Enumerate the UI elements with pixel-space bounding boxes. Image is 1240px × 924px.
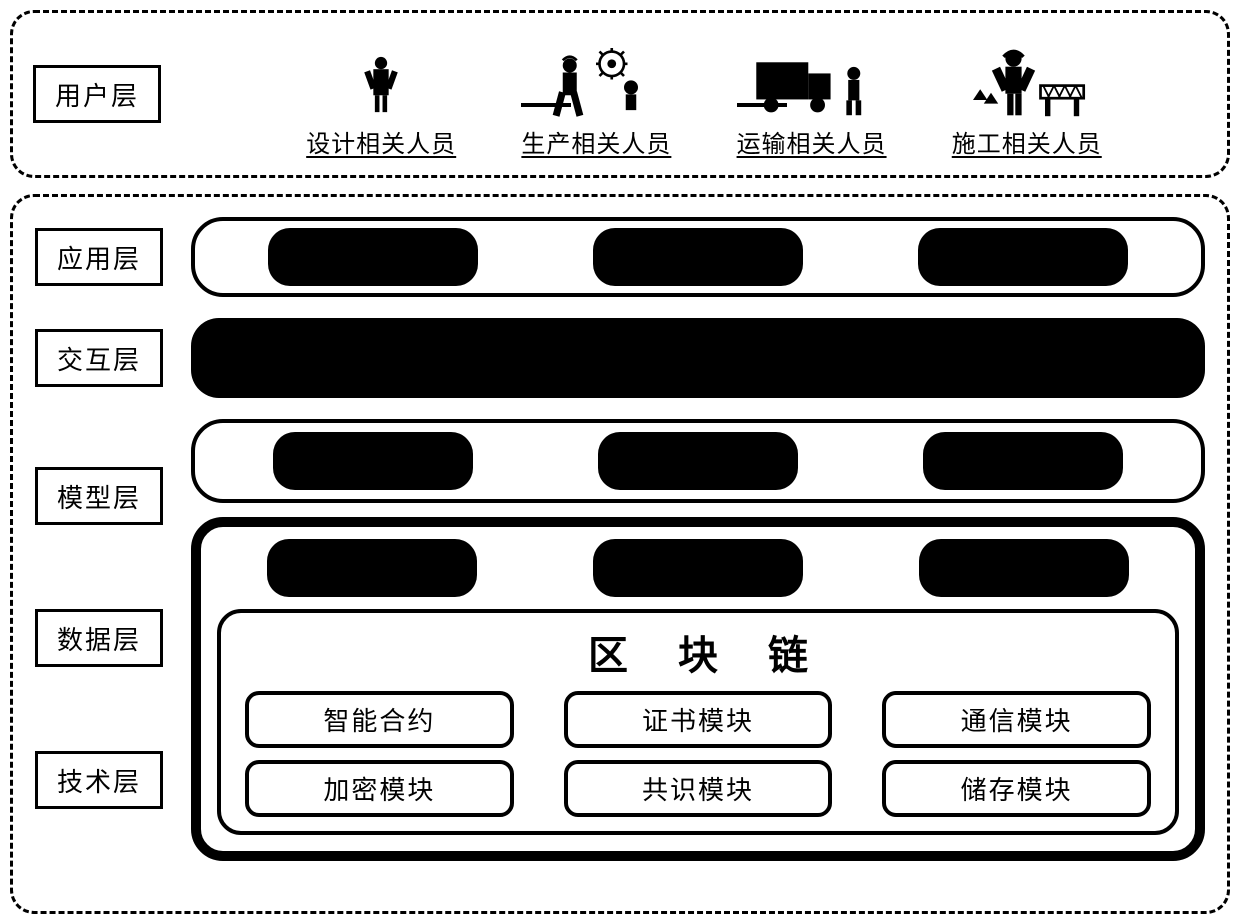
lower-layers-row: 模型层 数据层 技术层 <box>35 419 1205 891</box>
user-design: 设计相关人员 <box>306 38 456 159</box>
data-pill-2 <box>593 539 803 597</box>
module-certificate: 证书模块 <box>564 691 833 748</box>
interaction-bar <box>191 318 1205 398</box>
user-icons-row: 设计相关人员 <box>161 29 1207 159</box>
model-pill-3 <box>923 432 1123 490</box>
data-pill-3 <box>919 539 1129 597</box>
data-layer-label: 数据层 <box>35 609 163 667</box>
module-communication: 通信模块 <box>882 691 1151 748</box>
construction-person-icon <box>957 38 1097 118</box>
app-pill-1 <box>268 228 478 286</box>
module-smart-contract: 智能合约 <box>245 691 514 748</box>
user-production-caption: 生产相关人员 <box>521 124 671 159</box>
interaction-layer-row: 交互层 <box>35 317 1205 399</box>
user-production: 生产相关人员 <box>521 38 671 159</box>
user-design-caption: 设计相关人员 <box>306 124 456 159</box>
user-layer-label: 用户层 <box>33 65 161 123</box>
data-layer-content <box>217 539 1179 597</box>
app-pill-2 <box>593 228 803 286</box>
app-pill-3 <box>918 228 1128 286</box>
design-person-icon <box>311 38 451 118</box>
user-construction-caption: 施工相关人员 <box>952 124 1102 159</box>
tech-big-container: 区块链 智能合约 证书模块 通信模块 加密模块 共识模块 储存模块 <box>191 517 1205 861</box>
module-storage: 储存模块 <box>882 760 1151 817</box>
app-layer-label: 应用层 <box>35 228 163 286</box>
model-pill-1 <box>273 432 473 490</box>
user-layer-container: 用户层 设计相关人员 <box>10 10 1230 178</box>
blockchain-title: 区块链 <box>245 623 1151 681</box>
app-layer-row: 应用层 <box>35 217 1205 297</box>
model-layer-content <box>191 419 1205 503</box>
model-pill-2 <box>598 432 798 490</box>
interaction-layer-label: 交互层 <box>35 329 163 387</box>
app-layer-content <box>191 217 1205 297</box>
main-layers-container: 应用层 交互层 模型层 数据层 技术层 <box>10 194 1230 914</box>
blockchain-box: 区块链 智能合约 证书模块 通信模块 加密模块 共识模块 储存模块 <box>217 609 1179 835</box>
tech-layer-label: 技术层 <box>35 751 163 809</box>
data-pill-1 <box>267 539 477 597</box>
user-transport: 运输相关人员 <box>737 38 887 159</box>
model-layer-label: 模型层 <box>35 467 163 525</box>
user-construction: 施工相关人员 <box>952 38 1102 159</box>
module-encryption: 加密模块 <box>245 760 514 817</box>
diagram-root: 用户层 设计相关人员 <box>10 10 1230 914</box>
lower-labels-col: 模型层 数据层 技术层 <box>35 419 163 891</box>
blockchain-modules: 智能合约 证书模块 通信模块 加密模块 共识模块 储存模块 <box>245 691 1151 817</box>
module-consensus: 共识模块 <box>564 760 833 817</box>
user-transport-caption: 运输相关人员 <box>737 124 887 159</box>
